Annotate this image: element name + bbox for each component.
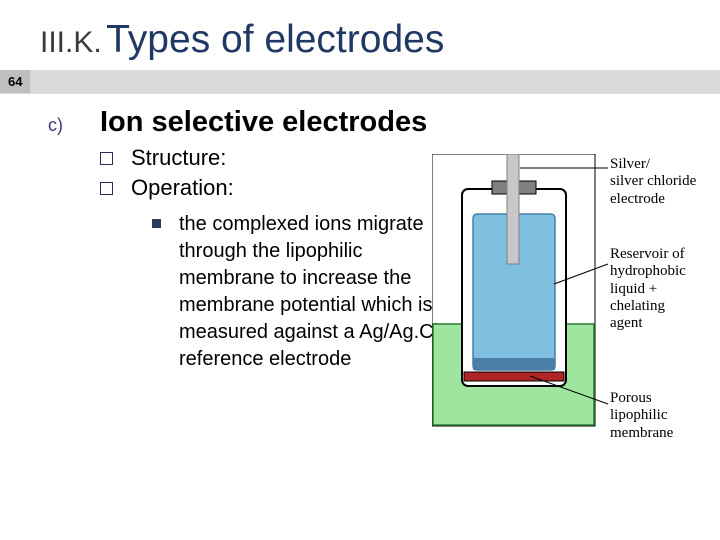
- detail-text: the complexed ions migrate through the l…: [179, 211, 452, 373]
- bullet-text: Structure:: [131, 145, 226, 171]
- slide-number: 64: [0, 70, 30, 93]
- checkbox-icon: [100, 152, 113, 165]
- subheading-marker: c): [48, 115, 100, 136]
- slide-number-bar: 64: [0, 70, 720, 94]
- square-bullet-icon: [152, 219, 161, 228]
- detail-bullet: the complexed ions migrate through the l…: [152, 211, 452, 373]
- title-main: Types of electrodes: [106, 18, 444, 61]
- subheading-text: Ion selective electrodes: [100, 106, 427, 139]
- electrode-diagram: Silver/silver chlorideelectrode Reservoi…: [432, 154, 706, 454]
- title-prefix: III.K.: [40, 26, 102, 59]
- checkbox-icon: [100, 182, 113, 195]
- bullet-text: Operation:: [131, 175, 234, 201]
- subheading: c) Ion selective electrodes: [48, 106, 720, 139]
- label-membrane: Porouslipophilicmembrane: [610, 390, 704, 442]
- label-silver-chloride: Silver/silver chlorideelectrode: [610, 156, 704, 208]
- label-reservoir: Reservoir ofhydrophobicliquid +chelating…: [610, 246, 704, 332]
